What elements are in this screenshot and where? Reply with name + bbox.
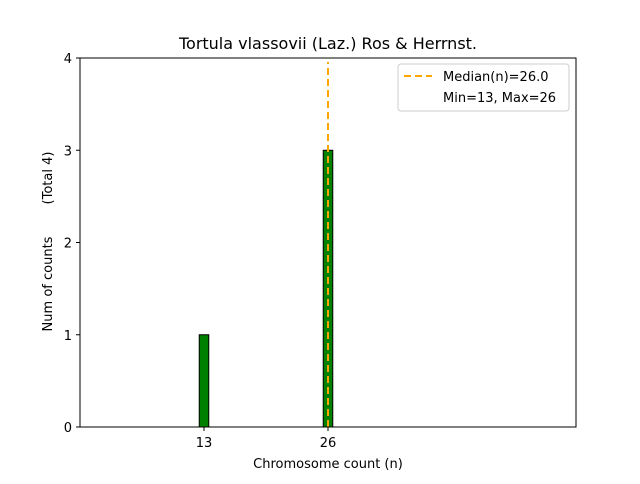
y-tick-label: 2 [64,237,72,252]
y-tick-label: 0 [64,421,72,436]
y-axis: 0 1 2 3 4 [64,52,80,436]
y-axis-total-label: (Total 4) [41,152,56,205]
legend: Median(n)=26.0 Min=13, Max=26 [397,63,570,112]
chart-title: Tortula vlassovii (Laz.) Ros & Herrnst. [178,34,477,53]
y-tick-label: 1 [64,329,72,344]
bar-13 [198,334,210,428]
legend-minmax-label: Min=13, Max=26 [443,91,556,106]
x-tick-label: 13 [196,436,213,451]
x-axis: 13 26 [196,427,337,451]
plot-area [80,62,362,428]
x-tick-label: 26 [320,436,337,451]
legend-median-label: Median(n)=26.0 [443,70,549,85]
y-tick-label: 4 [64,52,72,67]
x-axis-label: Chromosome count (n) [253,457,403,472]
y-axis-label: Num of counts [41,236,56,331]
y-tick-label: 3 [64,144,72,159]
legend-box [397,63,570,112]
